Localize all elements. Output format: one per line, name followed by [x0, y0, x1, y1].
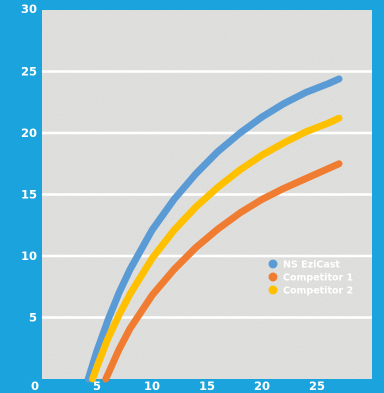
legend-swatch	[268, 285, 278, 295]
x-tick-label: 15	[199, 379, 215, 393]
legend-label: Competitor 1	[283, 273, 353, 284]
x-tick-label: 25	[309, 379, 325, 393]
x-tick-label: 5	[93, 379, 101, 393]
legend: NS EziCast Competitor 1 Competitor 2	[268, 259, 353, 297]
y-tick-label: 5	[29, 311, 37, 325]
legend-label: NS EziCast	[283, 260, 340, 271]
y-tick-label: 25	[21, 65, 37, 79]
x-tick-label: 20	[254, 379, 270, 393]
y-tick-label: 20	[21, 126, 37, 140]
x-tick-label: 10	[144, 379, 160, 393]
x-axis-ticks: 0 5 10 15 20 25	[31, 379, 325, 393]
legend-label: Competitor 2	[283, 286, 353, 297]
legend-swatch	[268, 259, 278, 269]
series-line-3	[89, 114, 343, 383]
y-axis-ticks: 5 10 15 20 25 30	[21, 2, 37, 325]
series-line-2	[102, 160, 343, 383]
x-tick-label: 0	[31, 379, 39, 393]
y-tick-label: 15	[21, 188, 37, 202]
legend-swatch	[268, 272, 278, 282]
y-tick-label: 30	[21, 2, 37, 16]
series-lines	[84, 75, 343, 383]
series-line-1	[84, 75, 343, 383]
y-tick-label: 10	[21, 249, 37, 263]
